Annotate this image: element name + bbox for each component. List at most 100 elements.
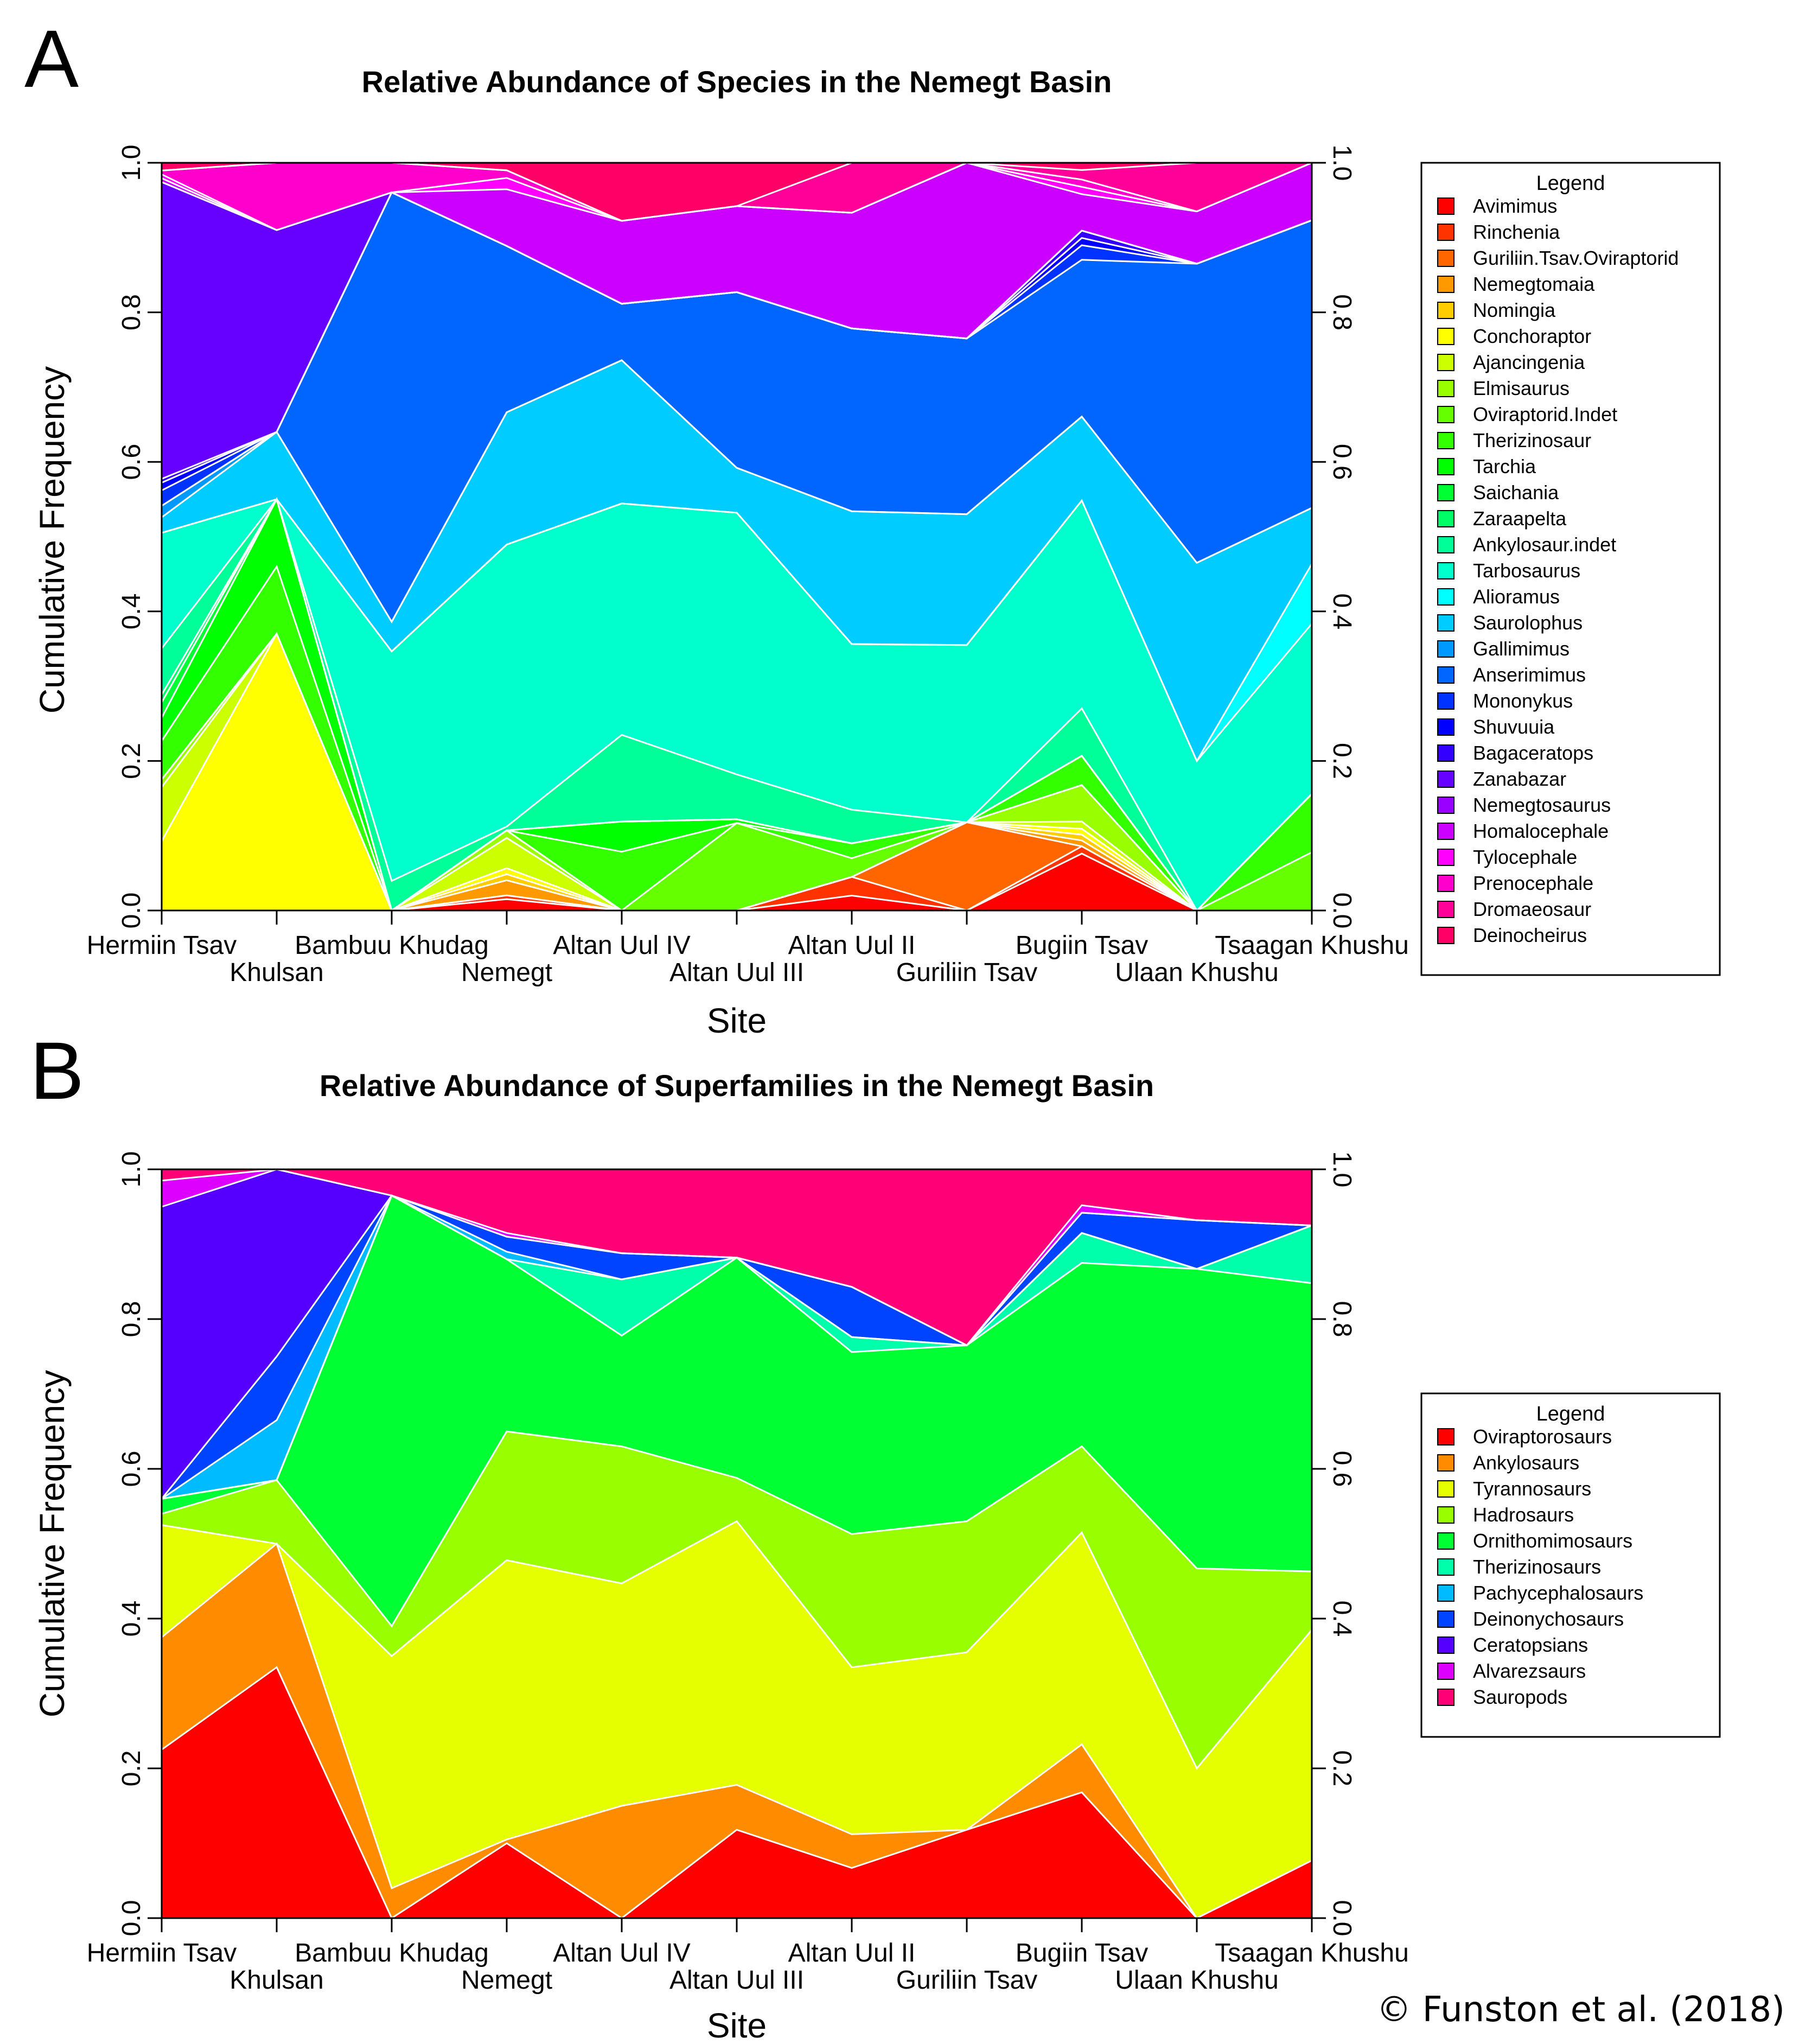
legend-swatch: [1437, 692, 1454, 710]
panel-a-label: A: [24, 13, 79, 104]
x-tick-label: Bugiin Tsav: [1016, 1939, 1149, 1967]
legend-swatch: [1437, 1637, 1454, 1654]
legend-swatch: [1437, 875, 1454, 892]
legend-label: Dromaeosaur: [1473, 898, 1591, 920]
legend-label: Elmisaurus: [1473, 377, 1570, 399]
x-tick-label: Altan Uul III: [669, 1966, 804, 1995]
x-tick-label: Khulsan: [229, 1966, 323, 1995]
panel-b-areas: [161, 1168, 1313, 1920]
x-tick-label: Altan Uul IV: [553, 931, 690, 960]
panel-a: A Relative Abundance of Species in the N…: [24, 13, 1721, 1040]
series-boundary-line: [161, 498, 1313, 763]
legend-swatch: [1437, 849, 1454, 866]
legend-swatch: [1437, 797, 1454, 814]
y-tick-label-right: 0.4: [1328, 1601, 1356, 1637]
legend-swatch: [1437, 250, 1454, 267]
y-tick-label-right: 0.0: [1328, 1900, 1356, 1937]
legend-label: Alvarezsaurs: [1473, 1660, 1586, 1682]
legend-label: Gallimimus: [1473, 638, 1570, 660]
y-tick-label-left: 0.8: [117, 294, 146, 330]
legend-title: Legend: [1536, 1403, 1605, 1425]
legend-label: Alioramus: [1473, 585, 1560, 608]
legend-swatch: [1437, 1584, 1454, 1602]
y-tick-label-right: 0.6: [1328, 444, 1356, 480]
legend-swatch: [1437, 771, 1454, 788]
legend-label: Hadrosaurs: [1473, 1504, 1574, 1526]
y-tick-label-left: 0.0: [117, 1900, 146, 1937]
legend-label: Homalocephale: [1473, 820, 1609, 842]
panel-b: B Relative Abundance of Superfamilies in…: [30, 1025, 1721, 2044]
legend-swatch: [1437, 224, 1454, 241]
legend-label: Ajancingenia: [1473, 351, 1585, 373]
panel-a-ylabel: Cumulative Frequency: [33, 366, 72, 714]
legend-swatch: [1437, 536, 1454, 553]
legend-label: Pachycephalosaurs: [1473, 1582, 1643, 1604]
x-tick-label: Bugiin Tsav: [1016, 931, 1149, 960]
legend-swatch: [1437, 432, 1454, 449]
legend-label: Deinonychosaurs: [1473, 1608, 1624, 1630]
legend-swatch: [1437, 1663, 1454, 1680]
y-tick-label-left: 0.6: [117, 1451, 146, 1487]
x-tick-label: Nemegt: [461, 958, 552, 987]
legend-label: Oviraptorid.Indet: [1473, 403, 1617, 425]
legend-swatch: [1437, 718, 1454, 736]
legend-swatch: [1437, 1506, 1454, 1524]
panel-a-title: Relative Abundance of Species in the Nem…: [362, 65, 1112, 99]
copyright-credit: © Funston et al. (2018): [1376, 1990, 1785, 2030]
legend-label: Sauropods: [1473, 1686, 1567, 1708]
y-tick-label-right: 0.6: [1328, 1451, 1356, 1487]
series-boundary-line: [161, 497, 1313, 912]
legend-label: Zaraapelta: [1473, 507, 1567, 530]
y-tick-label-left: 0.4: [117, 1601, 146, 1637]
legend-swatch: [1437, 1454, 1454, 1472]
legend-label: Tyrannosaurs: [1473, 1478, 1591, 1500]
x-tick-label: Ulaan Khushu: [1115, 958, 1279, 987]
legend-label: Oviraptorosaurs: [1473, 1425, 1612, 1448]
panel-a-xlabel: Site: [707, 1001, 767, 1040]
legend-swatch: [1437, 1428, 1454, 1446]
legend-label: Nomingia: [1473, 299, 1556, 321]
legend-label: Ornithomimosaurs: [1473, 1530, 1632, 1552]
legend-swatch: [1437, 198, 1454, 215]
x-tick-label: Guriliin Tsav: [896, 958, 1038, 987]
legend-swatch: [1437, 458, 1454, 475]
y-tick-label-right: 1.0: [1328, 145, 1356, 181]
legend-box: [1420, 1392, 1721, 1738]
panel-b-title: Relative Abundance of Superfamilies in t…: [320, 1068, 1154, 1103]
legend-swatch: [1437, 302, 1454, 319]
y-tick-label-right: 0.2: [1328, 1750, 1356, 1787]
y-tick-label-left: 0.8: [117, 1301, 146, 1338]
x-tick-label: Guriliin Tsav: [896, 1966, 1038, 1995]
legend-label: Therizinosaurs: [1473, 1556, 1601, 1578]
x-tick-label: Hermiin Tsav: [87, 1939, 237, 1967]
legend-swatch: [1437, 484, 1454, 501]
series-boundary-line: [161, 497, 1313, 912]
x-tick-label: Bambuu Khudag: [295, 931, 489, 960]
y-tick-label-right: 0.8: [1328, 294, 1356, 330]
legend-label: Prenocephale: [1473, 872, 1593, 894]
series-boundary-line: [161, 359, 1312, 623]
legend-swatch: [1437, 562, 1454, 580]
x-tick-label: Bambuu Khudag: [295, 1939, 489, 1967]
legend-label: Bagaceratops: [1473, 742, 1593, 764]
panel-b-xlabel: Site: [707, 2006, 767, 2044]
legend-label: Saichania: [1473, 481, 1559, 504]
x-tick-label: Altan Uul IV: [553, 1939, 690, 1967]
legend-label: Conchoraptor: [1473, 325, 1591, 347]
legend-swatch: [1437, 744, 1454, 762]
legend-swatch: [1437, 510, 1454, 527]
legend-label: Tarbosaurus: [1473, 559, 1580, 582]
series-boundary-line: [161, 1542, 1312, 1919]
legend-swatch: [1437, 1689, 1454, 1706]
legend-swatch: [1437, 588, 1454, 606]
legend-label: Ankylosaurs: [1473, 1451, 1579, 1474]
legend-label: Tylocephale: [1473, 846, 1577, 868]
legend-label: Mononykus: [1473, 690, 1573, 712]
legend-label: Guriliin.Tsav.Oviraptorid: [1473, 247, 1679, 269]
y-tick-label-left: 0.2: [117, 1750, 146, 1787]
series-boundary-line: [161, 1168, 1312, 1347]
legend-label: Saurolophus: [1473, 612, 1583, 634]
legend-swatch: [1437, 1558, 1454, 1576]
